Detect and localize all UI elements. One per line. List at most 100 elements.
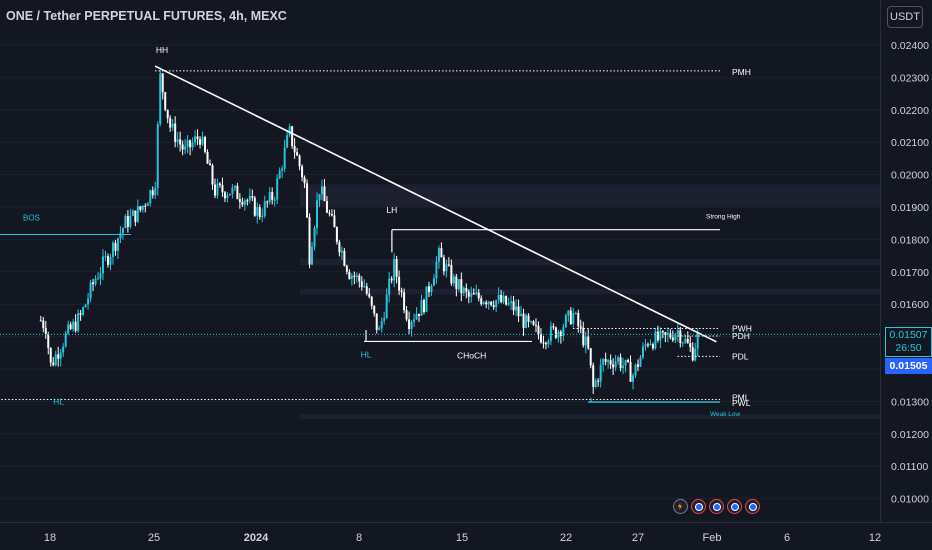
candle-body — [42, 320, 45, 329]
bar-countdown-label: 26:50 — [895, 342, 922, 354]
candle-body — [527, 315, 530, 322]
candle-body — [487, 301, 490, 305]
candle-body — [261, 215, 264, 218]
candle-body — [204, 137, 207, 152]
candle-body — [517, 306, 520, 317]
candle-body — [408, 319, 411, 329]
candle-body — [532, 321, 535, 325]
candle-body — [495, 300, 498, 308]
candle-body — [136, 206, 139, 222]
level-label: Weak Low — [710, 411, 741, 418]
candle-body — [460, 279, 463, 294]
y-axis-label: 0.01200 — [891, 429, 929, 441]
candle-body — [201, 137, 204, 145]
candle-body — [189, 140, 192, 148]
candle-body — [87, 298, 90, 305]
candle-body — [385, 294, 388, 319]
candle-body — [644, 344, 647, 347]
us-flag-event-icon[interactable] — [709, 499, 724, 514]
candle-body — [627, 359, 630, 362]
candle-body — [258, 207, 261, 218]
candle-body — [149, 190, 152, 204]
candle-body — [572, 313, 575, 325]
zone-band — [300, 288, 880, 295]
y-axis-label: 0.02300 — [891, 72, 929, 84]
candle-body — [49, 347, 52, 363]
candle-body — [641, 346, 644, 358]
y-axis-label: 0.02100 — [891, 137, 929, 149]
candle-body — [343, 250, 346, 266]
candle-body — [500, 295, 503, 303]
candle-body — [69, 324, 72, 329]
candle-body — [263, 201, 266, 216]
candle-body — [72, 321, 75, 329]
y-axis-label: 0.01100 — [891, 461, 928, 473]
level-label: Strong High — [706, 214, 741, 221]
candle-body — [328, 212, 331, 215]
structure-label: LH — [386, 205, 397, 215]
currency-selector-button[interactable]: USDT — [887, 6, 923, 28]
candle-body — [348, 271, 351, 279]
candle-body — [276, 178, 279, 200]
candle-body — [368, 293, 371, 297]
x-axis-label: Feb — [703, 532, 722, 544]
candle-body — [639, 357, 642, 367]
candle-body — [199, 139, 202, 145]
candle-body — [599, 364, 602, 382]
candle-body — [131, 210, 134, 216]
candle-body — [176, 139, 179, 142]
candle-body — [435, 261, 438, 279]
candle-body — [79, 313, 82, 315]
candle-body — [233, 185, 236, 188]
candle-body — [497, 295, 500, 301]
candle-body — [636, 364, 639, 367]
candle-body — [654, 331, 657, 349]
x-axis-label: 27 — [632, 532, 644, 544]
candle-body — [403, 292, 406, 311]
candle-body — [432, 278, 435, 286]
candle-body — [111, 242, 114, 257]
level-label: PDL — [732, 351, 749, 361]
candle-body — [422, 300, 425, 312]
trendline — [154, 65, 717, 343]
candle-body — [228, 193, 231, 196]
candle-body — [218, 183, 221, 185]
candle-body — [102, 256, 105, 274]
candle-body — [380, 320, 383, 329]
candle-body — [378, 328, 381, 330]
lightning-event-icon[interactable] — [673, 499, 688, 514]
candle-body — [181, 144, 184, 150]
candle-body — [44, 328, 47, 335]
candle-body — [681, 342, 684, 344]
candle-body — [223, 192, 226, 199]
candle-body — [490, 301, 493, 306]
candle-body — [544, 343, 547, 345]
candle-body — [196, 136, 199, 140]
candle-body — [340, 250, 343, 253]
us-flag-event-icon[interactable] — [727, 499, 742, 514]
x-axis-label: 8 — [356, 532, 362, 544]
candle-body — [291, 126, 294, 146]
candle-body — [477, 292, 480, 299]
us-flag-event-icon[interactable] — [745, 499, 760, 514]
candle-body — [442, 257, 445, 272]
candle-body — [510, 301, 513, 303]
candle-body — [306, 183, 309, 218]
candle-body — [273, 199, 276, 201]
candle-body — [413, 319, 416, 322]
x-axis-label: 25 — [148, 532, 160, 544]
candle-body — [278, 170, 281, 179]
candle-body — [298, 155, 301, 167]
candle-body — [166, 109, 169, 119]
candle-body — [522, 313, 525, 328]
candle-body — [512, 301, 515, 311]
candle-body — [330, 214, 333, 216]
candle-body — [537, 325, 540, 335]
us-flag-event-icon[interactable] — [691, 499, 706, 514]
structure-label: HL — [361, 350, 372, 360]
y-axis-label: 0.01600 — [891, 299, 929, 311]
x-axis-label: 2024 — [244, 532, 269, 544]
candle-body — [179, 139, 182, 145]
candle-body — [59, 352, 62, 359]
